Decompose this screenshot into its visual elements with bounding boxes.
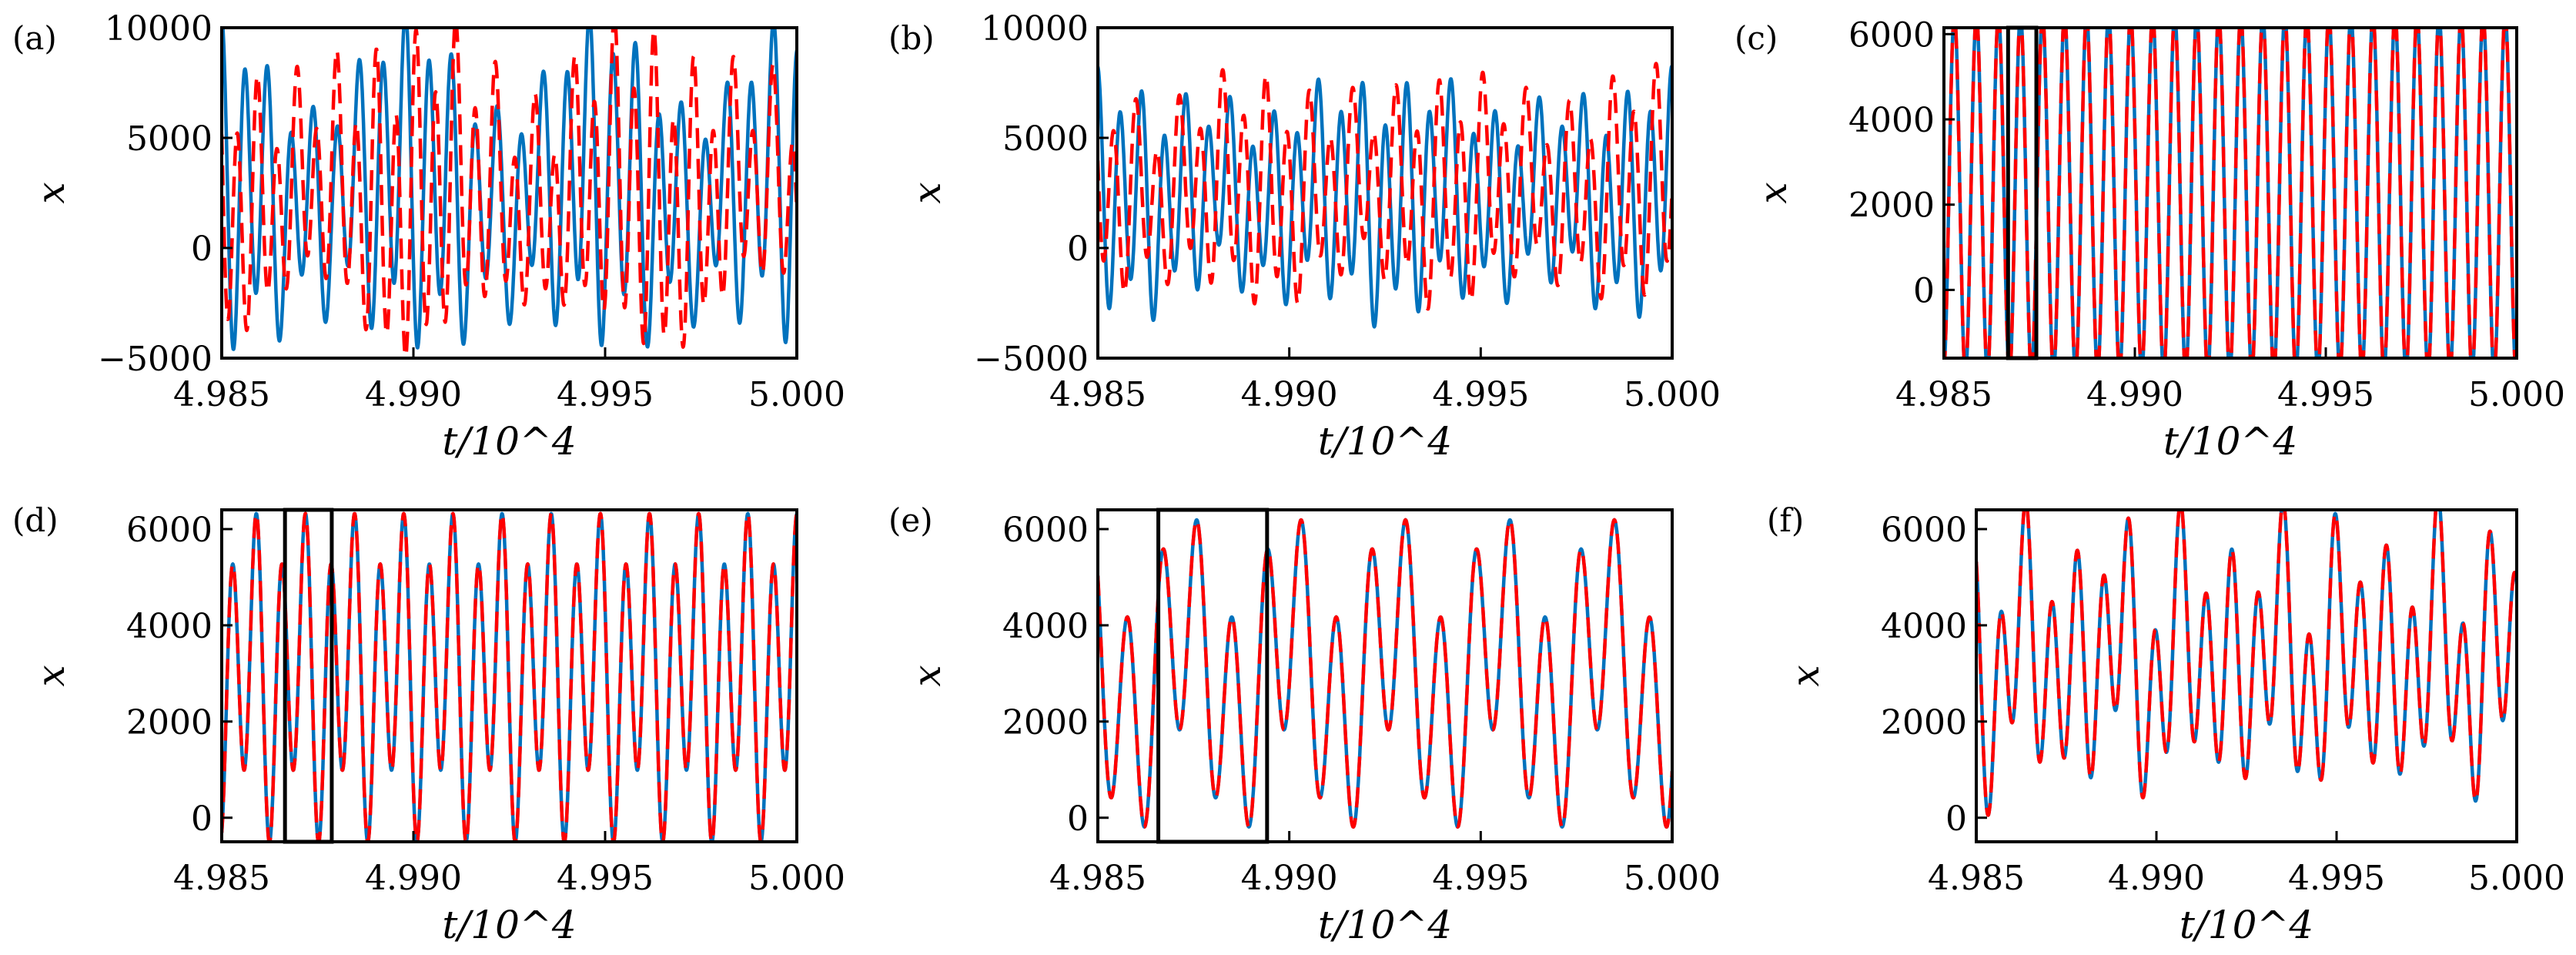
series-solid-line [222, 28, 797, 351]
panel-label: (e) [888, 501, 933, 539]
x-tick-label: 4.985 [1049, 859, 1146, 898]
axes-frame [220, 508, 798, 843]
y-tick-label: 2000 [1002, 703, 1089, 742]
x-tick-label: 4.995 [557, 375, 654, 414]
y-tick-label: 0 [1067, 799, 1089, 839]
y-tick-label: 2000 [1881, 703, 1967, 742]
x-tick-label: 4.990 [365, 375, 462, 414]
panel-label: (d) [12, 501, 59, 539]
y-tick-label: 2000 [1848, 186, 1935, 226]
y-axis-label: x [1783, 665, 1828, 686]
y-tick-label: 0 [191, 230, 212, 269]
y-tick-label: 5000 [1002, 119, 1089, 159]
y-tick-label: 10000 [105, 9, 212, 49]
x-tick-label: 5.000 [2468, 859, 2565, 898]
x-tick-label: 5.000 [1624, 375, 1721, 414]
panel-a: 4.985 4.990 4.995 5.000 10000 5000 0 −5000 t/10^… [12, 9, 845, 464]
panel-b: 4.985 4.990 4.995 5.000 10000 5000 0 −5000 t/10^… [888, 9, 1721, 464]
panel-c: 4.985 4.990 4.995 5.000 6000 4000 2000 0 t/10^4 x… [1735, 15, 2565, 464]
x-axis-label: t/10^4 [2180, 903, 2313, 947]
series-dashed-line [222, 511, 797, 842]
panel-f: 4.985 4.990 4.995 5.000 6000 4000 2000 0 t/10^4 x… [1767, 501, 2565, 947]
y-tick-label: 0 [1945, 799, 1967, 839]
series-dashed-line [1944, 28, 2517, 358]
y-tick-label: 0 [1067, 230, 1089, 269]
y-tick-label: 2000 [126, 703, 212, 742]
y-tick-label: 5000 [126, 119, 212, 159]
y-tick-label: 6000 [126, 511, 212, 550]
y-tick-label: 10000 [981, 9, 1089, 49]
panel-d: 4.985 4.990 4.995 5.000 6000 4000 2000 0 t/10^4 x… [12, 501, 845, 947]
y-tick-label: 0 [191, 799, 212, 839]
series-dashed-line [222, 28, 797, 358]
y-tick-label: 4000 [1881, 607, 1967, 646]
y-tick-label: 4000 [126, 607, 212, 646]
x-tick-label: 4.995 [557, 859, 654, 898]
series-dashed-line [1098, 62, 1672, 311]
x-tick-label: 4.995 [2288, 859, 2385, 898]
x-tick-label: 5.000 [1624, 859, 1721, 898]
x-tick-label: 4.985 [1049, 375, 1146, 414]
y-tick-label: −5000 [974, 340, 1089, 379]
y-axis-label: x [1751, 182, 1795, 203]
y-axis-label: x [905, 665, 949, 686]
x-tick-label: 4.990 [2086, 375, 2183, 414]
axes-frame [1096, 508, 1674, 843]
x-tick-label: 4.990 [1241, 859, 1338, 898]
y-tick-label: −5000 [98, 340, 212, 379]
y-axis-label: x [28, 182, 73, 203]
x-tick-label: 5.000 [748, 859, 845, 898]
x-axis-label: t/10^4 [1318, 903, 1452, 947]
panel-label: (f) [1767, 501, 1804, 539]
y-tick-label: 4000 [1848, 101, 1935, 140]
axes-frame [1975, 508, 2518, 843]
x-tick-label: 4.985 [1928, 859, 2025, 898]
x-tick-label: 4.995 [1432, 859, 1529, 898]
axes-frame [1096, 26, 1674, 360]
panel-label: (b) [888, 19, 935, 57]
x-tick-label: 5.000 [2468, 375, 2565, 414]
y-axis-label: x [905, 182, 949, 203]
x-tick-label: 4.985 [1895, 375, 1992, 414]
y-axis-label: x [28, 665, 73, 686]
axes-frame [1942, 26, 2518, 360]
x-tick-label: 4.990 [365, 859, 462, 898]
series-dashed-line [1976, 510, 2517, 817]
y-tick-label: 6000 [1881, 511, 1967, 550]
panel-e: 4.985 4.990 4.995 5.000 6000 4000 2000 0 t/10^4 x… [888, 501, 1721, 947]
x-tick-label: 4.985 [173, 375, 270, 414]
x-tick-label: 5.000 [748, 375, 845, 414]
x-axis-label: t/10^4 [442, 419, 576, 464]
y-tick-label: 4000 [1002, 607, 1089, 646]
panel-label: (a) [12, 19, 57, 57]
y-tick-label: 6000 [1848, 15, 1935, 55]
x-axis-label: t/10^4 [442, 903, 576, 947]
x-tick-label: 4.990 [1241, 375, 1338, 414]
series-dashed-line [1098, 518, 1672, 829]
x-axis-label: t/10^4 [2163, 419, 2297, 464]
axes-frame [220, 26, 798, 360]
x-tick-label: 4.985 [173, 859, 270, 898]
series-solid-line [1098, 518, 1672, 829]
x-tick-label: 4.995 [2277, 375, 2374, 414]
x-tick-label: 4.995 [1432, 375, 1529, 414]
x-tick-label: 4.990 [2108, 859, 2205, 898]
y-tick-label: 6000 [1002, 511, 1089, 550]
y-tick-label: 0 [1913, 271, 1935, 310]
panel-label: (c) [1735, 19, 1778, 57]
x-axis-label: t/10^4 [1318, 419, 1452, 464]
